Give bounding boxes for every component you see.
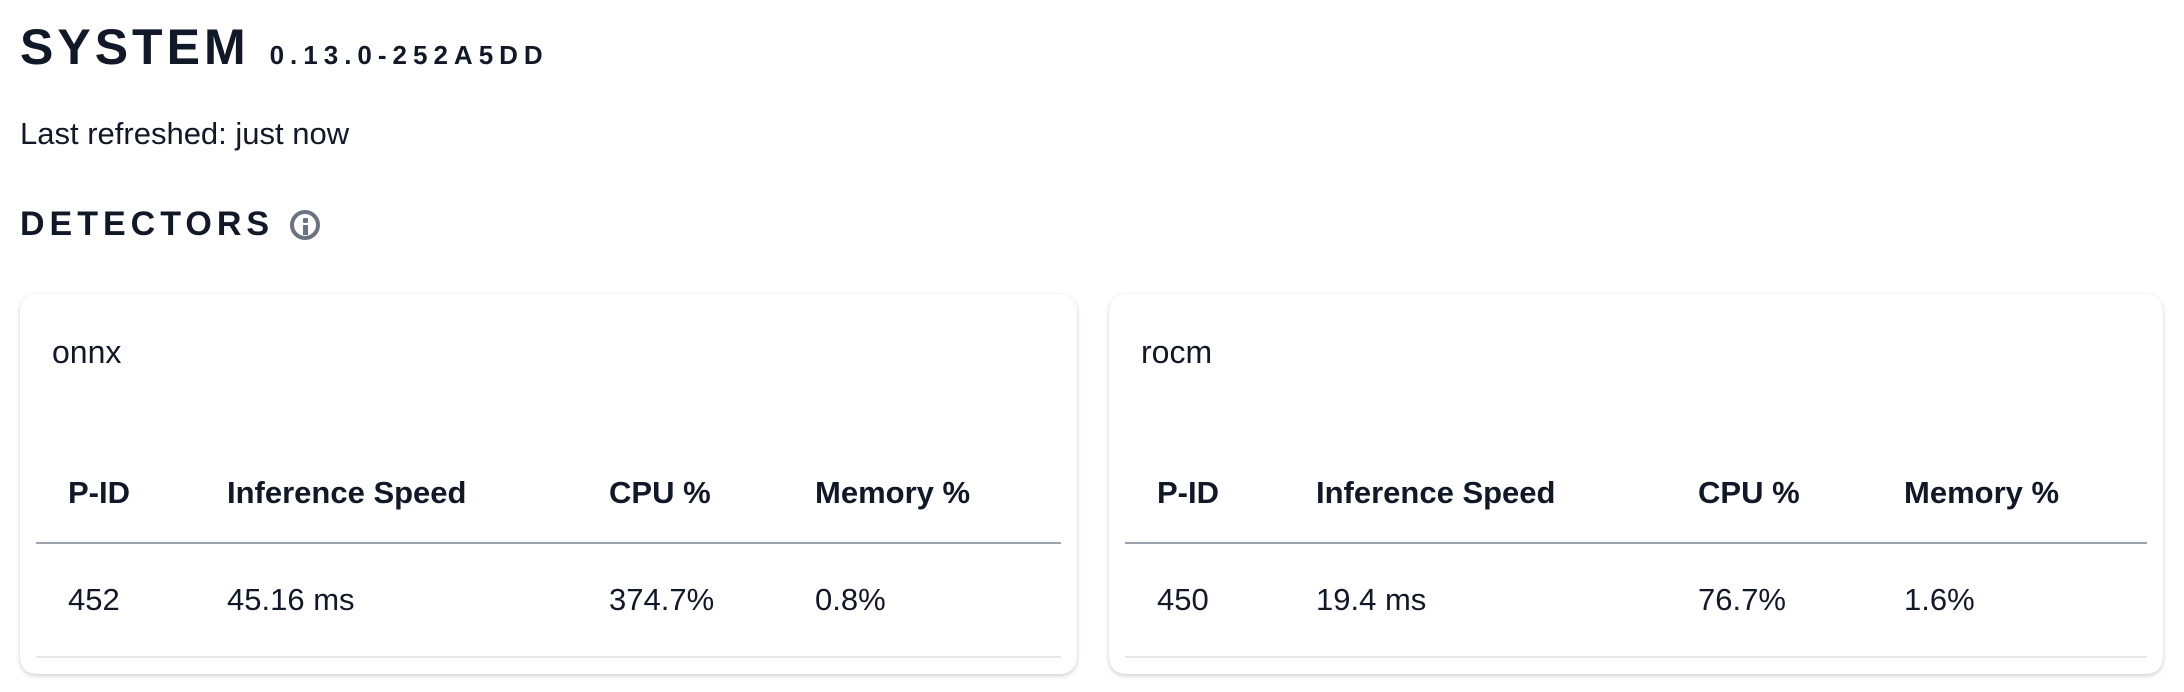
detector-name: onnx: [52, 334, 122, 370]
system-title: SYSTEM: [20, 19, 250, 75]
inference-speed-cell: 19.4 ms: [1316, 543, 1698, 658]
cpu-cell: 76.7%: [1698, 543, 1904, 658]
column-header-memory: Memory %: [1904, 444, 2147, 544]
column-header-cpu: CPU %: [1698, 444, 1904, 544]
table-header-row: P-ID Inference Speed CPU % Memory %: [36, 444, 1061, 544]
detector-name: rocm: [1141, 334, 1213, 370]
info-icon[interactable]: [290, 209, 321, 240]
column-header-pid: P-ID: [1125, 444, 1316, 544]
table-row: 452 45.16 ms 374.7% 0.8%: [36, 543, 1061, 658]
column-header-inference-speed: Inference Speed: [1316, 444, 1698, 544]
detectors-title: DETECTORS: [20, 205, 275, 243]
cpu-cell: 374.7%: [609, 543, 815, 658]
version-label: 0.13.0-252A5DD: [269, 40, 549, 70]
detectors-heading: DETECTORS: [20, 205, 321, 244]
last-refreshed-text: Last refreshed: just now: [20, 116, 350, 151]
column-header-cpu: CPU %: [609, 444, 815, 544]
detector-card-onnx: onnx P-ID Inference Speed CPU % Memory %…: [20, 294, 1077, 674]
table-header-row: P-ID Inference Speed CPU % Memory %: [1125, 444, 2147, 544]
column-header-inference-speed: Inference Speed: [227, 444, 609, 544]
detector-table: P-ID Inference Speed CPU % Memory % 452 …: [36, 444, 1061, 658]
column-header-pid: P-ID: [36, 444, 227, 544]
detector-card-rocm: rocm P-ID Inference Speed CPU % Memory %…: [1109, 294, 2163, 674]
memory-cell: 1.6%: [1904, 543, 2147, 658]
column-header-memory: Memory %: [815, 444, 1061, 544]
page-title: SYSTEM 0.13.0-252A5DD: [20, 18, 549, 76]
inference-speed-cell: 45.16 ms: [227, 543, 609, 658]
pid-cell: 450: [1125, 543, 1316, 658]
detector-table: P-ID Inference Speed CPU % Memory % 450 …: [1125, 444, 2147, 658]
pid-cell: 452: [36, 543, 227, 658]
memory-cell: 0.8%: [815, 543, 1061, 658]
table-row: 450 19.4 ms 76.7% 1.6%: [1125, 543, 2147, 658]
